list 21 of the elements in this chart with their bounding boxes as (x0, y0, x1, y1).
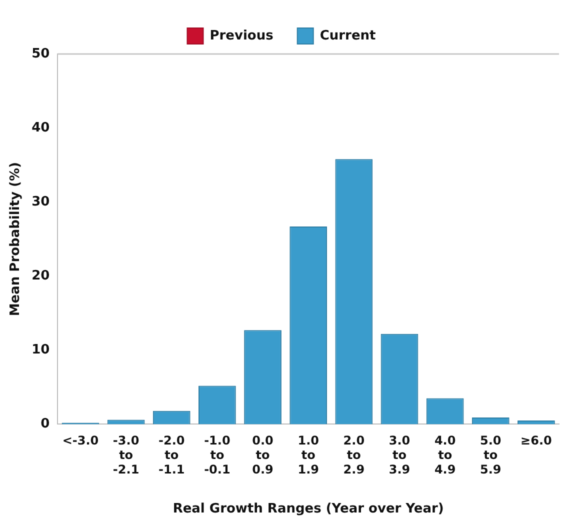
x-tick-label: 4.0 to 4.9 (434, 434, 456, 476)
y-tick-label: 0 (40, 416, 50, 432)
y-tick-label: 30 (32, 194, 50, 210)
x-tick-label: <-3.0 (62, 434, 99, 448)
x-tick-label: -1.0 to -0.1 (204, 434, 230, 476)
legend-label: Previous (210, 28, 274, 44)
y-tick-label: 20 (32, 268, 50, 284)
x-tick-label: -2.0 to -1.1 (158, 434, 185, 476)
y-tick-label: 50 (32, 46, 50, 62)
x-axis-title: Real Growth Ranges (Year over Year) (172, 502, 444, 517)
y-tick-label: 10 (32, 342, 50, 358)
y-tick-label: 40 (32, 120, 50, 136)
x-tick-label: 5.0 to 5.9 (480, 434, 502, 476)
y-axis-title: Mean Probability (%) (8, 162, 24, 316)
x-tick-label: 2.0 to 2.9 (343, 434, 365, 476)
legend-label: Current (320, 28, 376, 44)
x-tick-label: 0.0 to 0.9 (252, 434, 274, 476)
x-tick-label: 1.0 to 1.9 (298, 434, 319, 476)
x-tick-label: ≥6.0 (520, 434, 552, 448)
x-tick-label: -3.0 to -2.1 (112, 434, 140, 476)
x-tick-label: 3.0 to 3.9 (388, 434, 410, 476)
